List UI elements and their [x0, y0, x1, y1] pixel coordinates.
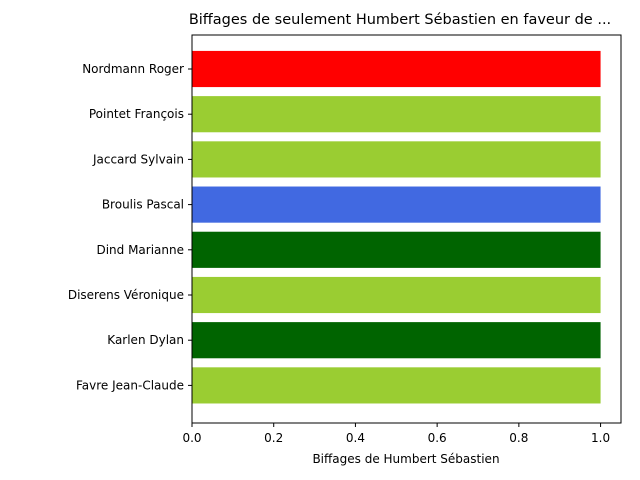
y-tick-label: Pointet François: [89, 107, 184, 121]
y-tick-label: Nordmann Roger: [82, 62, 184, 76]
y-tick-label: Jaccard Sylvain: [92, 152, 184, 166]
y-tick-label: Karlen Dylan: [107, 333, 184, 347]
bar: [192, 186, 601, 223]
bar: [192, 96, 601, 133]
x-tick-label: 0.8: [509, 431, 528, 445]
y-tick-labels: Nordmann Roger Pointet François Jaccard Sy…: [68, 62, 192, 392]
x-axis-label: Biffages de Humbert Sébastien: [312, 452, 499, 466]
bar: [192, 50, 601, 88]
x-tick-label: 0.6: [428, 431, 447, 445]
x-ticks: 0.0 0.2 0.4 0.6 0.8 1.0: [182, 423, 610, 445]
x-tick-label: 0.4: [346, 431, 365, 445]
bar: [192, 141, 601, 178]
y-tick-label: Diserens Véronique: [68, 288, 184, 302]
x-tick-label: 1.0: [591, 431, 610, 445]
bar: [192, 276, 601, 314]
bars-group: [192, 50, 601, 404]
x-tick-label: 0.0: [182, 431, 201, 445]
bar: [192, 322, 601, 359]
x-tick-label: 0.2: [264, 431, 283, 445]
bar: [192, 367, 601, 404]
y-tick-label: Dind Marianne: [96, 243, 184, 257]
y-tick-label: Broulis Pascal: [102, 198, 184, 212]
y-tick-label: Favre Jean-Claude: [76, 378, 184, 392]
chart-title: Biffages de seulement Humbert Sébastien …: [189, 12, 611, 28]
bar: [192, 231, 601, 268]
plot-frame: [191, 34, 622, 424]
